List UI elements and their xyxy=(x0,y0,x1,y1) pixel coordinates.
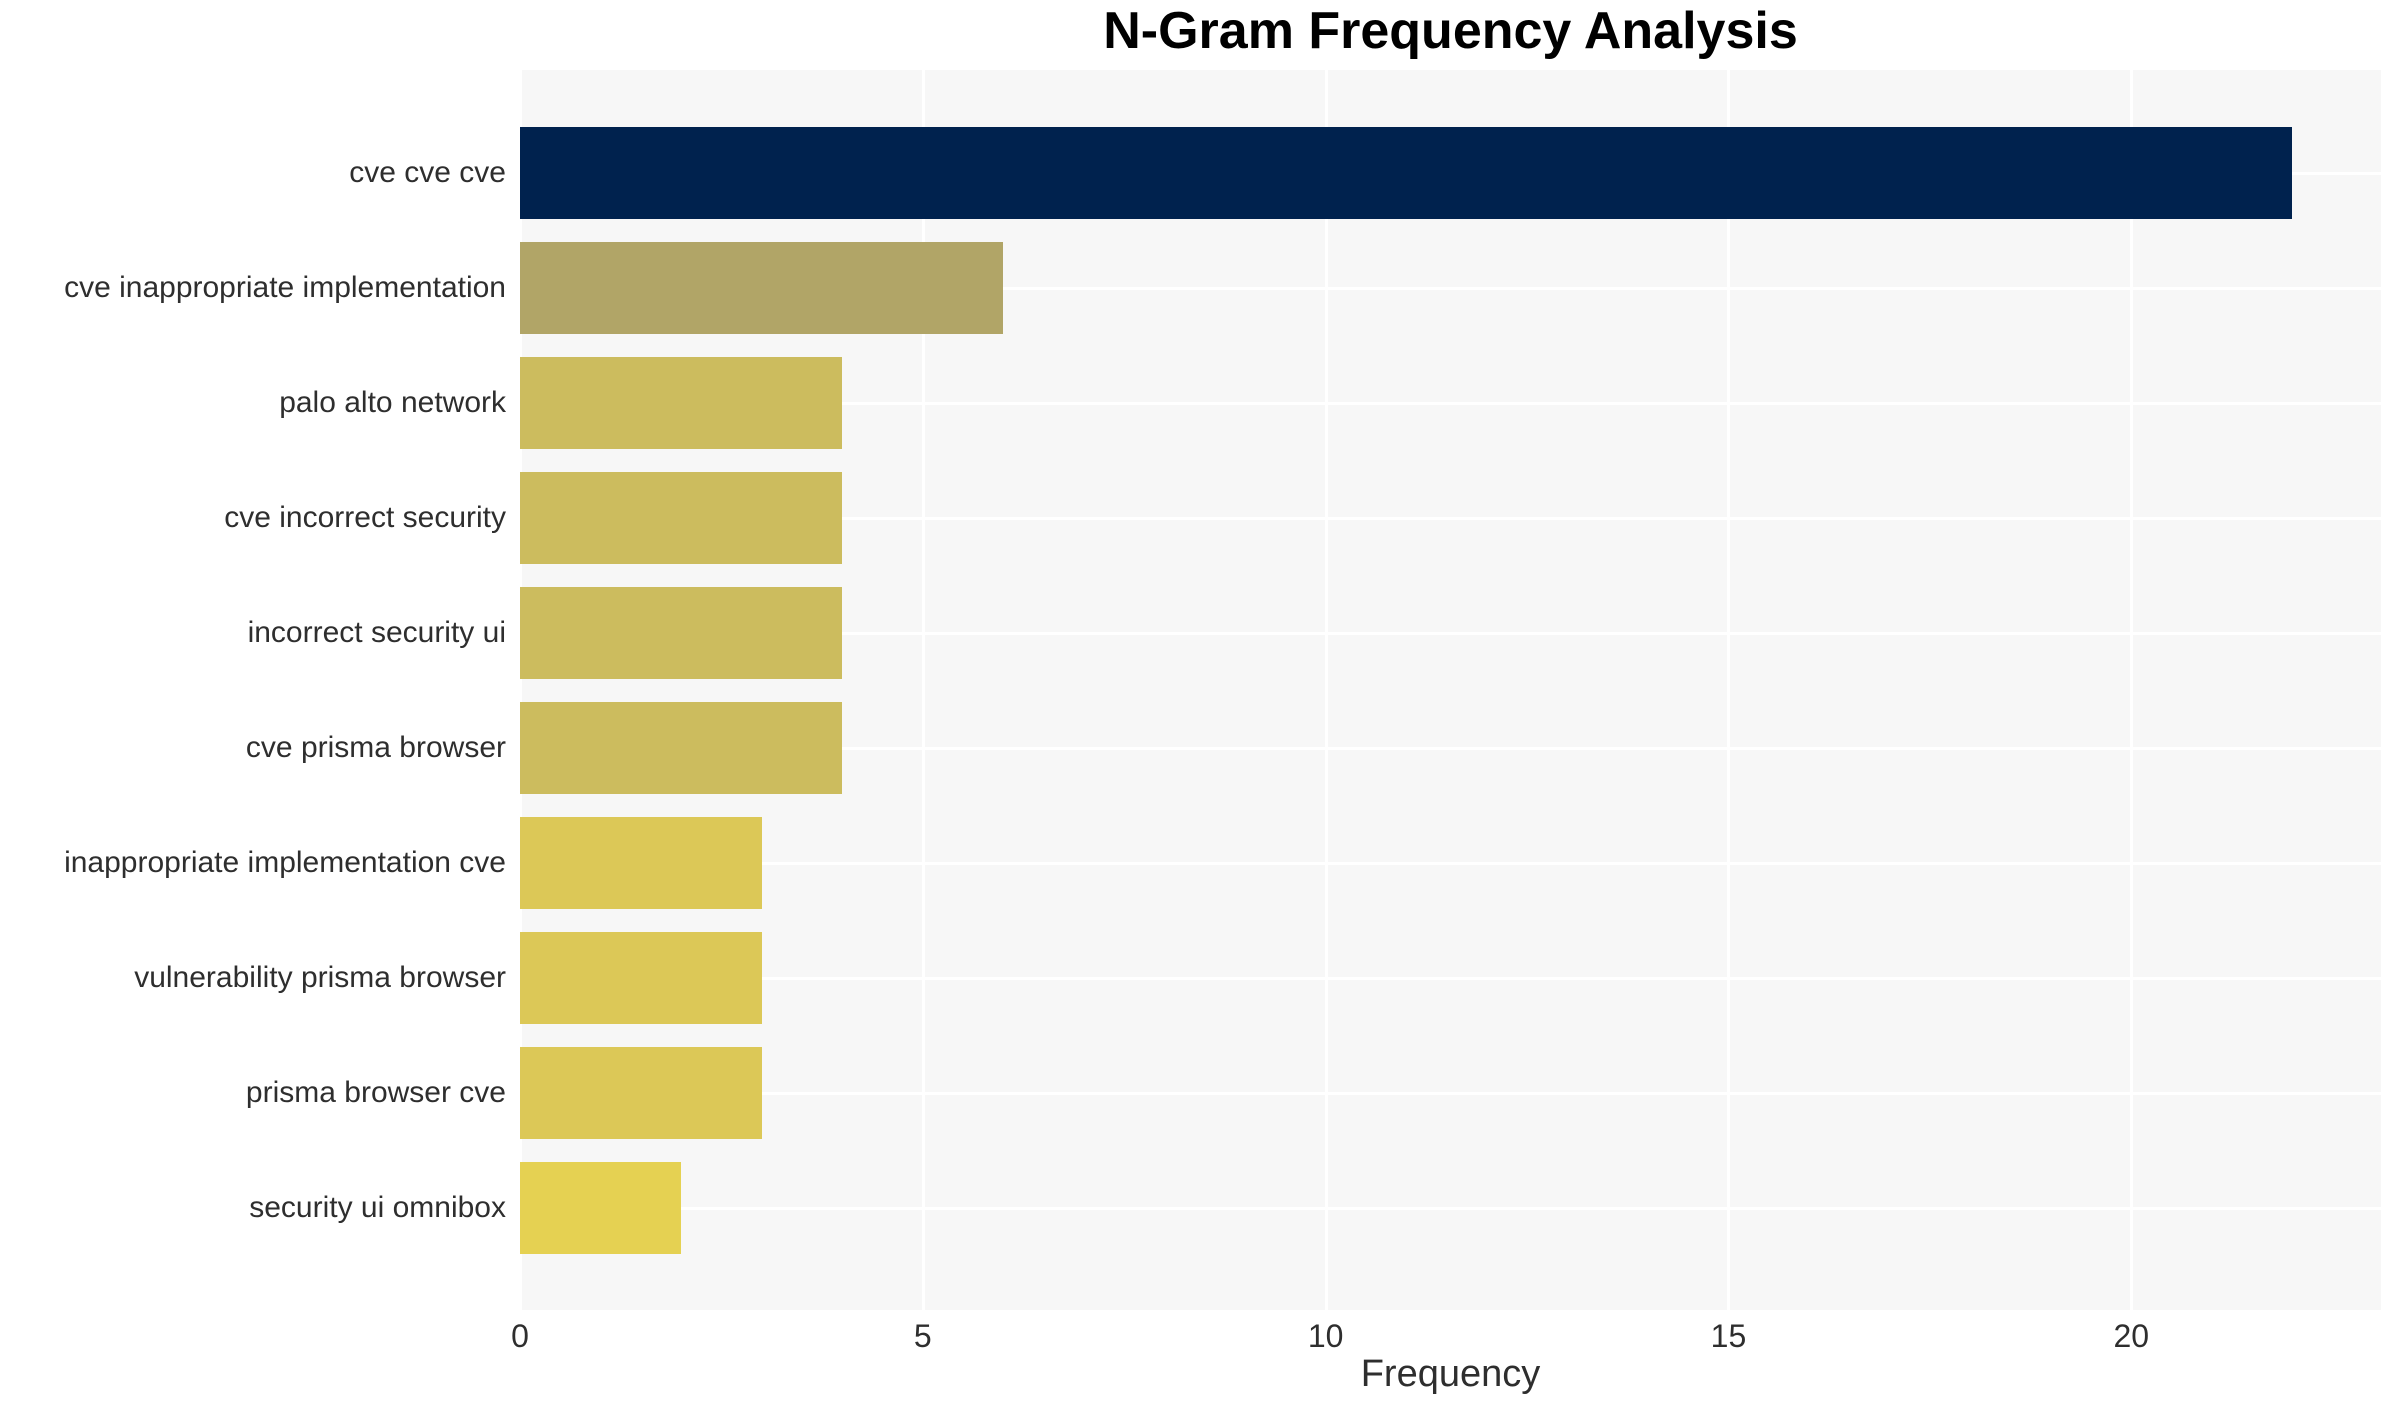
gridline-x-15 xyxy=(1727,70,1731,1310)
bar-cve-incorrect-security xyxy=(520,471,843,564)
category-label-cve-inappropriate-implementation: cve inappropriate implementation xyxy=(64,270,506,304)
x-tick-label-10: 10 xyxy=(1307,1318,1344,1354)
gridline-x-20 xyxy=(2130,70,2134,1310)
plot-area xyxy=(520,70,2381,1310)
bar-prisma-browser-cve xyxy=(520,1046,762,1139)
x-tick-label-0: 0 xyxy=(511,1318,529,1354)
bar-cve-inappropriate-implementation xyxy=(520,241,1004,334)
bar-incorrect-security-ui xyxy=(520,586,843,679)
gridline-row-9 xyxy=(520,1206,2381,1210)
x-axis-title: Frequency xyxy=(1360,1353,1541,1395)
gridline-x-0 xyxy=(520,70,522,1310)
chart-title: N-Gram Frequency Analysis xyxy=(1103,2,1798,60)
gridline-row-6 xyxy=(520,861,2381,865)
category-label-cve-cve-cve: cve cve cve xyxy=(349,155,506,189)
category-label-security-ui-omnibox: security ui omnibox xyxy=(249,1190,506,1224)
category-label-incorrect-security-ui: incorrect security ui xyxy=(247,615,506,649)
bar-cve-cve-cve xyxy=(520,126,2293,219)
bar-inappropriate-implementation-cve xyxy=(520,816,762,909)
gridline-row-4 xyxy=(520,631,2381,635)
category-label-prisma-browser-cve: prisma browser cve xyxy=(245,1075,506,1109)
category-label-cve-incorrect-security: cve incorrect security xyxy=(224,500,506,534)
bar-security-ui-omnibox xyxy=(520,1161,682,1254)
gridline-row-7 xyxy=(520,976,2381,980)
gridline-row-3 xyxy=(520,516,2381,520)
gridline-x-10 xyxy=(1324,70,1328,1310)
x-tick-label-5: 5 xyxy=(913,1318,932,1354)
gridline-row-1 xyxy=(520,286,2381,290)
bar-palo-alto-network xyxy=(520,356,843,449)
x-tick-label-20: 20 xyxy=(2113,1318,2150,1354)
x-tick-label-15: 15 xyxy=(1710,1318,1747,1354)
bar-vulnerability-prisma-browser xyxy=(520,931,762,1024)
gridline-x-5 xyxy=(921,70,925,1310)
gridline-row-2 xyxy=(520,401,2381,405)
gridline-row-5 xyxy=(520,746,2381,750)
gridline-row-8 xyxy=(520,1091,2381,1095)
category-label-vulnerability-prisma-browser: vulnerability prisma browser xyxy=(134,960,506,994)
category-label-cve-prisma-browser: cve prisma browser xyxy=(245,730,506,764)
bar-cve-prisma-browser xyxy=(520,701,843,794)
category-label-inappropriate-implementation-cve: inappropriate implementation cve xyxy=(64,845,506,879)
category-label-palo-alto-network: palo alto network xyxy=(279,385,506,419)
